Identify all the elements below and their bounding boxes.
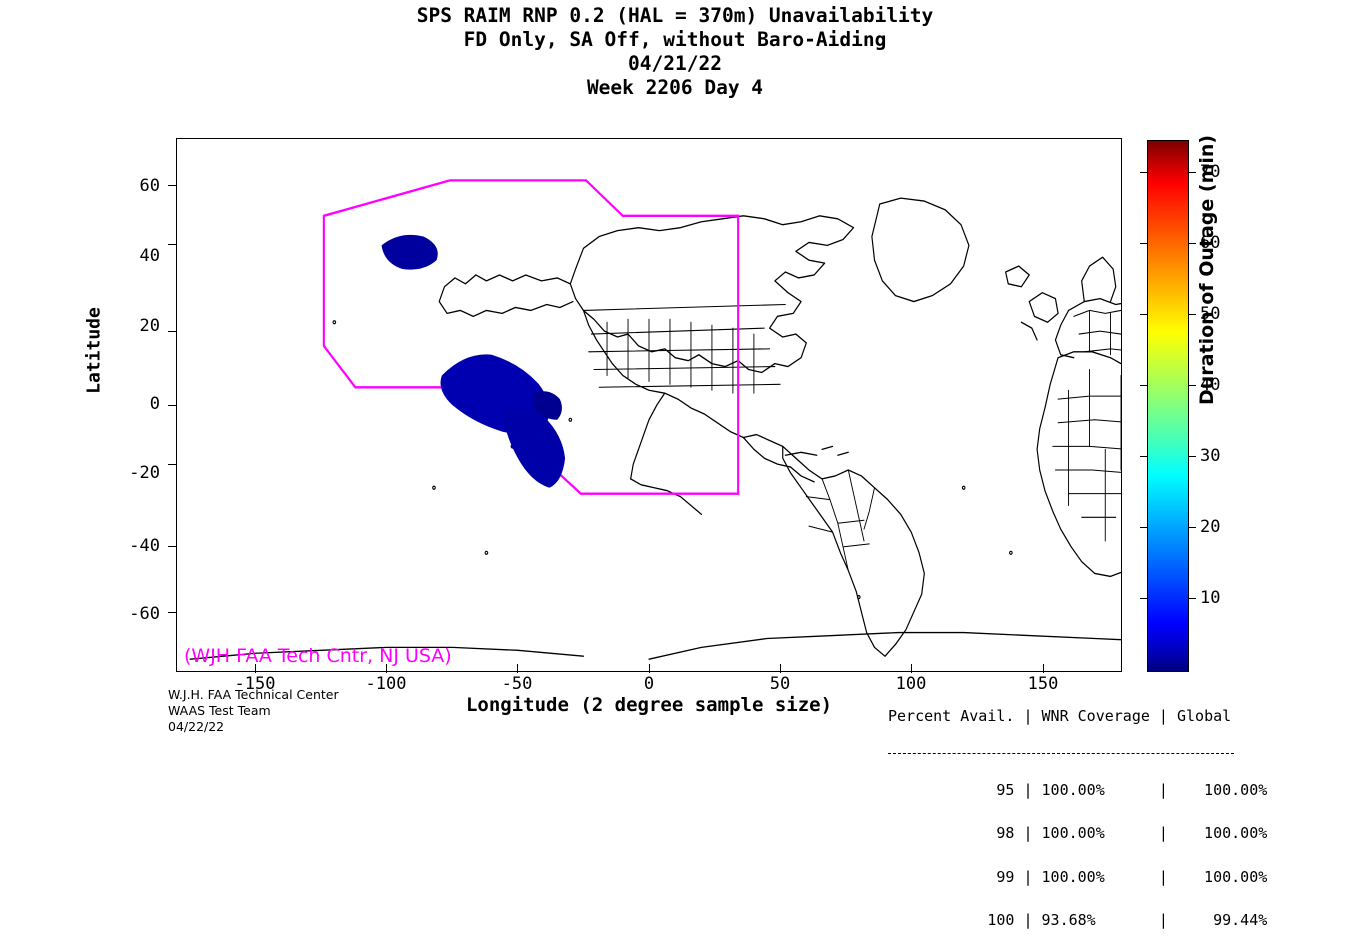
footer-line-3: 04/22/22: [168, 719, 225, 734]
title-line-4: Week 2206 Day 4: [586, 76, 764, 99]
y-tick-label: 20: [139, 316, 160, 336]
x-tick-mark: [517, 664, 518, 673]
stats-cell-sep: |: [1149, 867, 1177, 886]
colorbar-tick-label: 40: [1200, 375, 1221, 395]
x-tick-mark: [911, 664, 912, 673]
stats-header-wnr: WNR Coverage: [1041, 707, 1150, 725]
x-tick-label: 150: [1027, 674, 1059, 694]
colorbar-tick-label: 10: [1200, 588, 1221, 608]
x-tick-mark: [1043, 664, 1044, 673]
y-tick-mark: [168, 546, 177, 547]
x-tick-label: -100: [365, 674, 407, 694]
stats-header-sep2: |: [1149, 707, 1177, 725]
y-tick-label: -20: [129, 463, 160, 483]
wnr-coverage-boundary: [322, 179, 740, 495]
y-tick-mark: [168, 331, 177, 332]
table-row: 98 | 100.00% | 100.00%: [888, 826, 1267, 841]
y-tick-label: -60: [129, 604, 160, 624]
stats-cell-global: 100.00%: [1204, 780, 1268, 799]
stats-cell-sep: |: [1149, 911, 1177, 929]
y-tick-mark: [168, 244, 177, 245]
footer-line-1: W.J.H. FAA Technical Center: [168, 687, 339, 702]
x-tick-label: 0: [643, 674, 655, 694]
stats-cell-avail: 98: [996, 824, 1015, 842]
stats-header-rule: [888, 752, 1234, 754]
colorbar-title: Duration of Outage (min): [1196, 134, 1218, 405]
stats-cell-wnr: 100.00%: [1041, 780, 1105, 799]
outage-speck-2: [479, 355, 484, 360]
y-tick-mark: [168, 185, 177, 186]
y-tick-label: -40: [129, 536, 160, 556]
stats-cell-sep: |: [1014, 867, 1042, 886]
title-line-3: 04/21/22: [628, 52, 722, 75]
stats-header-sep1: |: [1014, 707, 1042, 725]
stats-header-row: Percent Avail. | WNR Coverage | Global: [888, 709, 1267, 724]
x-tick-label: 50: [769, 674, 791, 694]
stats-cell-sep: |: [1149, 780, 1177, 799]
stats-cell-sep: |: [1014, 780, 1042, 799]
stats-cell-avail: 95: [996, 780, 1015, 799]
colorbar-tick-label: 50: [1200, 304, 1221, 324]
footer-line-2: WAAS Test Team: [168, 703, 271, 718]
colorbar-tick-label: 30: [1200, 446, 1221, 466]
colorbar-tick-label: 70: [1200, 162, 1221, 182]
colorbar-tick-label: 60: [1200, 233, 1221, 253]
stats-cell-global: 100.00%: [1204, 824, 1268, 842]
title-line-1: SPS RAIM RNP 0.2 (HAL = 370m) Unavailabi…: [416, 4, 934, 27]
stats-cell-avail: 100: [987, 911, 1015, 929]
chart-title-block: SPS RAIM RNP 0.2 (HAL = 370m) Unavailabi…: [0, 4, 1350, 100]
y-tick-label: 0: [149, 394, 160, 414]
world-map-svg: [189, 179, 1121, 660]
wnr-facility-credit: (WJH FAA Tech Cntr, NJ USA): [184, 645, 452, 667]
x-tick-mark: [780, 664, 781, 673]
x-tick-label: 100: [895, 674, 927, 694]
colorbar-tick-label: 20: [1200, 517, 1221, 537]
outage-blob-northeast-atlantic: [502, 408, 566, 488]
stats-cell-wnr: 100.00%: [1041, 824, 1105, 842]
stats-cell-wnr: 100.00%: [1041, 867, 1105, 886]
stats-cell-sep: |: [1014, 824, 1042, 842]
stats-header-avail: Percent Avail.: [888, 707, 1015, 725]
table-row: 95 | 100.00% | 100.00%: [888, 780, 1268, 799]
y-tick-mark: [168, 464, 177, 465]
stats-cell-global: 100.00%: [1204, 867, 1268, 886]
coastlines-layer: [189, 197, 1121, 660]
stats-cell-sep: |: [1149, 824, 1177, 842]
stats-cell-global: 99.44%: [1213, 911, 1268, 929]
footer-credit-block: W.J.H. FAA Technical Center WAAS Test Te…: [168, 687, 339, 735]
x-tick-mark: [649, 664, 650, 673]
x-tick-mark: [386, 664, 387, 673]
y-tick-label: 60: [139, 176, 160, 196]
y-axis-label: Latitude: [83, 307, 105, 394]
stats-header-global: Global: [1177, 707, 1232, 725]
stats-cell-wnr: 93.68%: [1041, 911, 1096, 929]
outage-blob-northern-canada: [381, 234, 438, 270]
x-axis-label: Longitude (2 degree sample size): [465, 694, 833, 716]
title-line-2: FD Only, SA Off, without Baro-Aiding: [463, 28, 887, 51]
colorbar-gradient[interactable]: [1147, 140, 1189, 672]
y-tick-mark: [168, 612, 177, 613]
x-tick-label: -150: [234, 674, 276, 694]
world-map-plot[interactable]: [176, 138, 1122, 672]
outage-blob-small-east: [533, 391, 562, 420]
y-tick-mark: [168, 405, 177, 406]
stats-cell-avail: 99: [996, 867, 1015, 886]
y-tick-label: 40: [139, 246, 160, 266]
outage-regions-layer: [381, 234, 566, 488]
coverage-stats-table: Percent Avail. | WNR Coverage | Global 9…: [888, 680, 1267, 942]
table-row: 100 | 93.68% | 99.44%: [888, 913, 1267, 928]
table-row: 99 | 100.00% | 100.00%: [888, 867, 1268, 886]
x-tick-label: -50: [501, 674, 533, 694]
stats-cell-sep: |: [1014, 911, 1042, 929]
outage-speck-1: [510, 444, 515, 449]
x-tick-mark: [255, 664, 256, 673]
